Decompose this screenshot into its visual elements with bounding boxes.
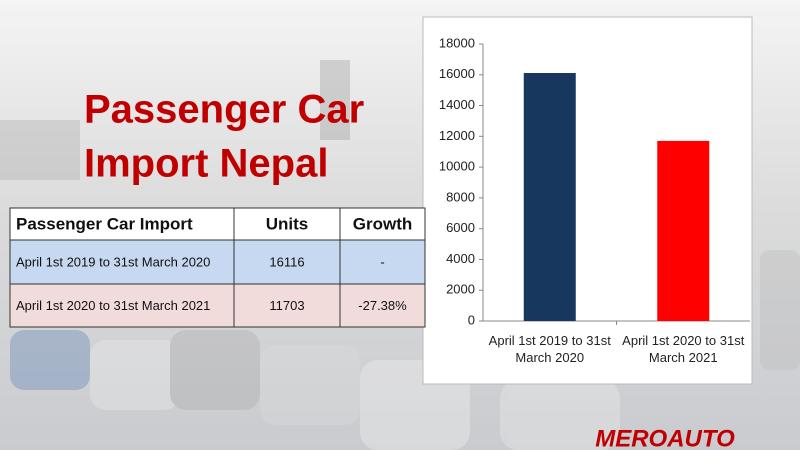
bar	[523, 72, 576, 321]
title-line: Passenger Car	[84, 88, 364, 132]
table-cell	[233, 283, 341, 328]
table-header: Passenger Car Import	[16, 214, 193, 233]
table-text: -27.38%	[358, 298, 407, 313]
x-tick-label: April 1st 2020 to 31st March 2021	[622, 333, 745, 365]
table-cell	[9, 207, 235, 241]
table-cell	[339, 239, 426, 285]
x-tick-label: April 1st 2019 to 31st March 2020	[488, 333, 611, 365]
table-text: April 1st 2019 to 31st March 2020	[16, 254, 210, 269]
table-header: Growth	[353, 214, 413, 233]
y-tick-label: 0	[468, 312, 475, 327]
title-line: Import Nepal	[84, 142, 328, 186]
background-cars	[0, 60, 800, 450]
y-tick-label: 16000	[439, 66, 475, 81]
y-tick-label: 12000	[439, 128, 475, 143]
logo: MEROAUTO	[595, 425, 735, 450]
table-cell	[9, 283, 235, 328]
table-text: 16116	[269, 254, 304, 269]
table-cell	[9, 239, 235, 285]
table-text: -	[380, 254, 384, 269]
bar	[657, 140, 710, 321]
table-text: April 1st 2020 to 31st March 2021	[16, 298, 210, 313]
y-tick-label: 18000	[439, 35, 475, 50]
y-tick-label: 6000	[446, 220, 475, 235]
y-tick-label: 2000	[446, 282, 475, 297]
y-tick-label: 14000	[439, 97, 475, 112]
table-header: Units	[266, 214, 309, 233]
y-tick-label: 8000	[446, 189, 475, 204]
table-text: 11703	[269, 298, 304, 313]
y-tick-label: 10000	[439, 159, 475, 174]
table-cell	[339, 283, 426, 328]
y-tick-label: 4000	[446, 251, 475, 266]
